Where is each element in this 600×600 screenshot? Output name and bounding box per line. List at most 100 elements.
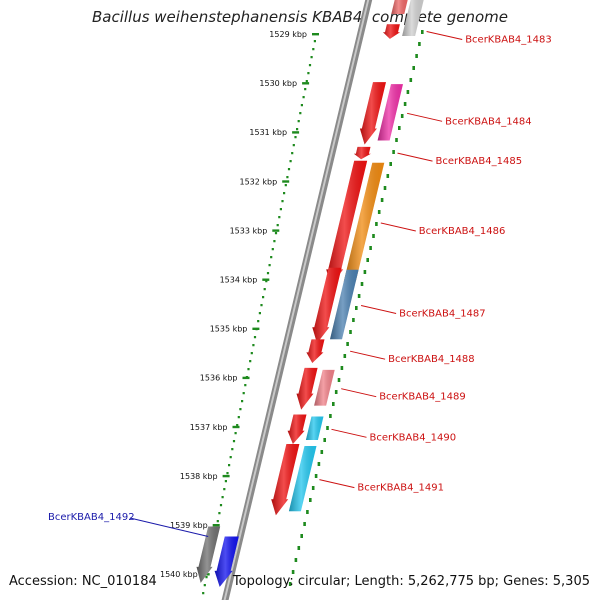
gene-label: BcerKBAB4_1487 — [399, 309, 486, 320]
outer-tick — [406, 90, 410, 94]
outer-tick — [375, 222, 378, 226]
ruler-tick-label: 1538 kbp — [180, 472, 218, 481]
gene-feature-shading — [326, 160, 368, 286]
gene-labels: BcerKBAB4_1483 BcerKBAB4_1484 BcerKBAB4_14… — [48, 31, 552, 537]
gene-label: BcerKBAB4_1486 — [419, 226, 506, 237]
cds-feature — [377, 84, 403, 141]
outer-tick — [314, 474, 318, 478]
outer-tick — [349, 330, 352, 334]
outer-tick — [303, 522, 306, 526]
outer-tick — [326, 426, 329, 430]
cds-feature — [330, 269, 359, 340]
outer-tick — [343, 354, 347, 358]
cds-feature — [214, 536, 239, 587]
outer-tick — [291, 570, 295, 574]
cds-feature-shading — [343, 162, 385, 282]
ruler-tick — [282, 180, 290, 183]
gene-label: BcerKBAB4_1490 — [370, 432, 457, 443]
gene-label: BcerKBAB4_1484 — [445, 116, 532, 127]
ruler-tick — [232, 425, 240, 429]
outer-tick — [418, 42, 421, 46]
leader-line — [319, 479, 355, 489]
outer-tick — [383, 186, 387, 190]
gene-feature-shading — [306, 339, 325, 363]
gene-track — [196, 0, 424, 587]
leader-line — [406, 112, 443, 122]
outer-tick — [297, 546, 301, 550]
cds-feature-shading — [377, 84, 403, 141]
ruler-tick-label: 1529 kbp — [269, 30, 307, 39]
outer-tick — [332, 402, 335, 406]
cds-feature — [343, 162, 385, 282]
outer-tick — [366, 258, 369, 262]
gene-feature-shading — [287, 414, 307, 444]
outer-tick — [409, 78, 413, 82]
gene-label: BcerKBAB4_1483 — [465, 35, 552, 46]
outer-tick — [398, 126, 401, 130]
gene-label: BcerKBAB4_1492 — [48, 512, 135, 523]
gene-label: BcerKBAB4_1488 — [388, 354, 475, 365]
outer-tick — [392, 150, 395, 154]
outer-tick — [386, 174, 390, 178]
topology-text: Topology: circular; Length: 5,262,775 bp… — [232, 574, 590, 589]
ruler-tick-label: 1536 kbp — [200, 374, 238, 383]
ruler-tick — [242, 376, 250, 380]
outer-tick — [300, 534, 303, 538]
ruler-tick-label: 1539 kbp — [170, 521, 208, 530]
gene-feature — [271, 444, 300, 516]
ruler-tick — [212, 524, 220, 527]
gene-feature — [326, 160, 368, 286]
ruler-tick — [312, 33, 319, 36]
cds-feature-shading — [314, 369, 335, 406]
outer-tick — [311, 486, 315, 490]
partial-gene-feature-top-shading — [391, 0, 408, 14]
gene-feature-shading — [359, 82, 386, 145]
outer-tick — [334, 390, 338, 394]
gene-feature-shading — [196, 526, 221, 583]
ruler-tick-label: 1535 kbp — [210, 325, 248, 334]
outer-tick — [337, 378, 341, 382]
outer-tick — [380, 198, 384, 202]
outer-tick — [395, 138, 398, 142]
ruler-tick — [252, 327, 260, 330]
outer-tick — [329, 414, 332, 418]
outer-tick — [306, 510, 309, 514]
outer-tick — [403, 102, 407, 106]
cds-feature-shading — [288, 446, 317, 512]
ruler-tick-label: 1537 kbp — [190, 423, 228, 432]
leader-line — [341, 388, 377, 398]
gene-label: BcerKBAB4_1485 — [436, 156, 523, 167]
outer-tick — [320, 450, 324, 454]
outer-tick — [360, 282, 364, 286]
ruler-dotted-line — [200, 40, 316, 600]
gene-feature — [353, 146, 371, 160]
gene-feature — [196, 526, 221, 583]
outer-tick — [363, 270, 367, 274]
outer-tick — [369, 246, 372, 250]
outer-tick — [412, 66, 415, 70]
gene-feature — [306, 339, 325, 363]
cds-feature — [314, 369, 335, 406]
cds-feature-shading — [305, 416, 324, 440]
gene-feature-shading — [383, 24, 400, 39]
ruler-tick-label: 1534 kbp — [220, 276, 258, 285]
gene-feature-shading — [271, 444, 300, 516]
cds-feature-shading — [330, 269, 359, 340]
outer-tick — [389, 162, 392, 166]
outer-tick — [352, 318, 355, 322]
ruler-tick — [222, 474, 230, 478]
outer-tick — [355, 306, 358, 310]
outer-tick — [346, 342, 349, 346]
gene-feature-shading — [312, 267, 342, 344]
ruler-tick — [292, 131, 300, 134]
leader-line — [360, 305, 397, 314]
outer-tick — [294, 558, 298, 562]
gene-feature — [383, 24, 400, 39]
ruler-tick-label: 1532 kbp — [239, 177, 277, 186]
outer-tick — [288, 582, 292, 586]
outer-tick — [400, 114, 404, 118]
gene-feature-shading — [353, 146, 371, 160]
outer-tick — [421, 30, 424, 34]
ruler-tick — [302, 82, 310, 85]
